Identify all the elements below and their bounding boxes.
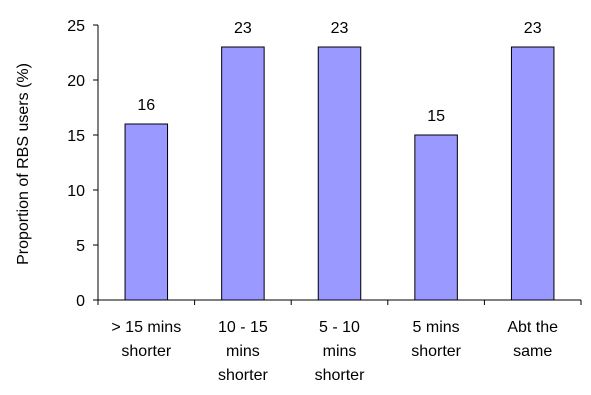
- x-tick-label: mins: [226, 343, 260, 360]
- data-label: 23: [331, 20, 349, 37]
- x-tick-label: 5 mins: [413, 319, 460, 336]
- data-label: 15: [427, 108, 445, 125]
- bar: [510, 46, 555, 301]
- x-tick-label: Abt the: [507, 319, 558, 336]
- x-tick-label: shorter: [315, 367, 365, 384]
- x-tick-label: > 15 mins: [111, 319, 181, 336]
- data-label: 23: [234, 20, 252, 37]
- y-axis: 0 5 10 15 20 25: [67, 18, 99, 310]
- x-tick-label: shorter: [411, 343, 461, 360]
- x-tick-label: 10 - 15: [218, 319, 268, 336]
- x-tick-label: shorter: [218, 367, 268, 384]
- data-labels: 16 23 23 15 23: [137, 20, 541, 125]
- x-tick-label: shorter: [121, 343, 171, 360]
- bar: [124, 123, 169, 301]
- x-tick-label: mins: [323, 343, 357, 360]
- bars: [124, 46, 555, 301]
- y-tick-label: 15: [67, 128, 85, 145]
- bar: [317, 46, 362, 301]
- y-tick-label: 10: [67, 183, 85, 200]
- x-tick-label: 5 - 10: [319, 319, 360, 336]
- category-labels: > 15 mins shorter 10 - 15 mins shorter 5 - 10…: [111, 319, 558, 384]
- x-tick-label: same: [513, 343, 552, 360]
- y-tick-label: 25: [67, 18, 85, 35]
- data-label: 16: [137, 97, 155, 114]
- bar: [414, 134, 458, 301]
- x-axis: [97, 299, 582, 305]
- y-axis-label: Proportion of RBS users (%): [15, 63, 32, 265]
- y-tick-label: 0: [76, 293, 85, 310]
- data-label: 23: [524, 20, 542, 37]
- bar: [221, 46, 265, 301]
- y-tick-label: 5: [76, 238, 85, 255]
- y-tick-label: 20: [67, 73, 85, 90]
